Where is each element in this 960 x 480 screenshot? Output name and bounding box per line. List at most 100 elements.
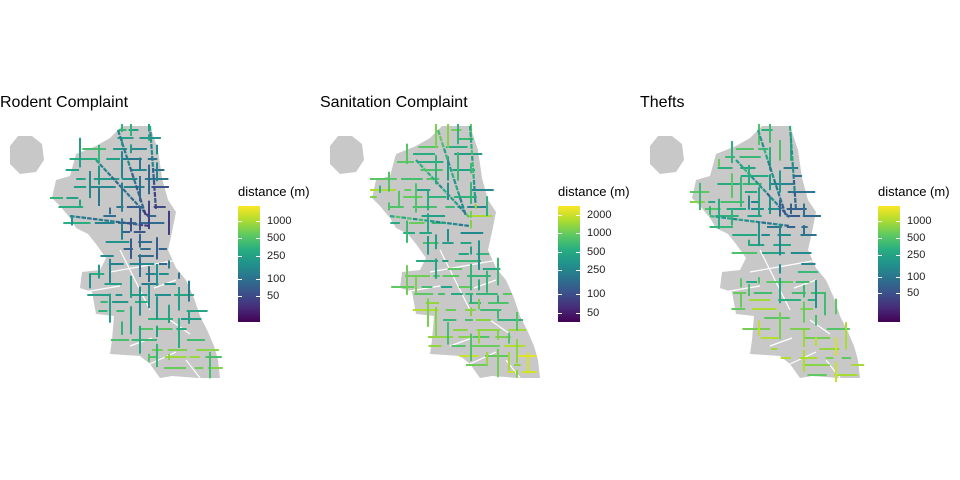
legend-title: distance (m) (558, 184, 630, 199)
legend-tick-label: 500 (267, 232, 286, 245)
street-segment (124, 154, 129, 160)
street-segment (760, 141, 765, 148)
airport-land (330, 136, 364, 174)
street-segment (758, 184, 764, 189)
street-segment (766, 192, 771, 198)
street-segment (133, 200, 139, 206)
major-road (149, 351, 177, 365)
street-segment (137, 204, 143, 210)
street-segment (114, 179, 120, 185)
street-segment (95, 159, 100, 165)
street-segment (126, 222, 132, 225)
street-segment (436, 129, 441, 136)
legend-tick (558, 214, 580, 216)
street-segment (424, 219, 430, 222)
street-segment (118, 135, 123, 142)
panel-title: Thefts (640, 94, 685, 111)
street-segment (750, 175, 756, 181)
street-segment (75, 215, 81, 219)
street-segment (438, 184, 444, 189)
street-segment (442, 188, 447, 194)
street-segment (110, 175, 116, 181)
street-segment (86, 217, 92, 220)
street-segment (132, 178, 137, 185)
major-road (473, 279, 497, 289)
panel-sanitation: Sanitation Complaint distance (m) 50 100 2… (320, 0, 640, 480)
street-segment (401, 216, 407, 220)
street-segment (454, 184, 459, 191)
street-segment (412, 217, 418, 221)
street-segment (446, 160, 451, 166)
street-segment (395, 215, 401, 219)
street-segment (754, 179, 760, 185)
street-segment (136, 191, 141, 197)
street-segment (755, 220, 761, 224)
street-segment (446, 222, 452, 225)
major-road (723, 285, 761, 293)
legend-tick-label: 100 (587, 288, 606, 301)
legend-tick-label: 1000 (267, 214, 292, 227)
street-segment (109, 219, 115, 223)
street-segment (434, 179, 440, 185)
street-segment (102, 167, 108, 173)
city-land (52, 126, 220, 378)
street-segment (106, 171, 112, 177)
legend-tick (878, 254, 900, 256)
legend-tick-label: 100 (267, 272, 286, 285)
legend-tick (878, 276, 900, 278)
panel-rodent: Rodent Complaint distance (m) 50 100 250 50… (0, 0, 320, 480)
legend-tick (558, 251, 580, 253)
major-road (185, 359, 201, 379)
legend-tick (238, 238, 260, 240)
street-segment (452, 222, 458, 226)
legend-tick-label: 50 (267, 290, 280, 303)
street-segment (418, 218, 424, 222)
street-segment (98, 218, 104, 222)
legend-title: distance (m) (878, 184, 950, 199)
street-segments (690, 124, 865, 382)
street-segment (440, 141, 445, 148)
major-road (769, 337, 793, 347)
street-segment (746, 171, 752, 177)
street-segment (774, 184, 779, 191)
major-road (449, 337, 473, 347)
street-segment (438, 135, 443, 142)
street-segment (132, 222, 138, 226)
street-segment (784, 224, 790, 227)
street-segment (140, 203, 145, 209)
street-segment (126, 160, 131, 166)
legend-tick (558, 312, 580, 314)
street-segment (768, 166, 773, 173)
street-segment (446, 192, 451, 198)
legend-tick (558, 270, 580, 271)
street-segment (126, 192, 131, 198)
street-segment (449, 196, 455, 202)
street-segment (778, 197, 783, 203)
legend-colorbar (238, 206, 260, 322)
street-segment (122, 148, 127, 154)
legend-tick-label: 500 (587, 245, 606, 258)
street-segment (122, 188, 127, 194)
street-segment (92, 217, 98, 221)
airport-land (650, 136, 684, 174)
street-segment (419, 163, 424, 169)
major-road (429, 259, 499, 273)
panel-thefts: Thefts distance (m) 50 100 250 500 1000 (640, 0, 960, 480)
panel-title: Sanitation Complaint (320, 94, 468, 111)
legend-tick-label: 250 (267, 249, 286, 262)
street-segments (370, 124, 537, 378)
major-road (469, 351, 497, 365)
chicago-map (10, 124, 223, 379)
street-segment (732, 217, 738, 221)
legend-tick-label: 250 (907, 248, 926, 261)
street-segment (435, 220, 441, 224)
street-segment (782, 209, 787, 216)
street-segment (99, 163, 104, 169)
street-segment (406, 217, 412, 220)
street-segment (776, 191, 781, 197)
street-segment (422, 167, 428, 173)
street-segment (456, 191, 461, 197)
legend-colorbar (878, 206, 900, 322)
street-segment (441, 221, 447, 225)
street-segment (769, 196, 775, 202)
